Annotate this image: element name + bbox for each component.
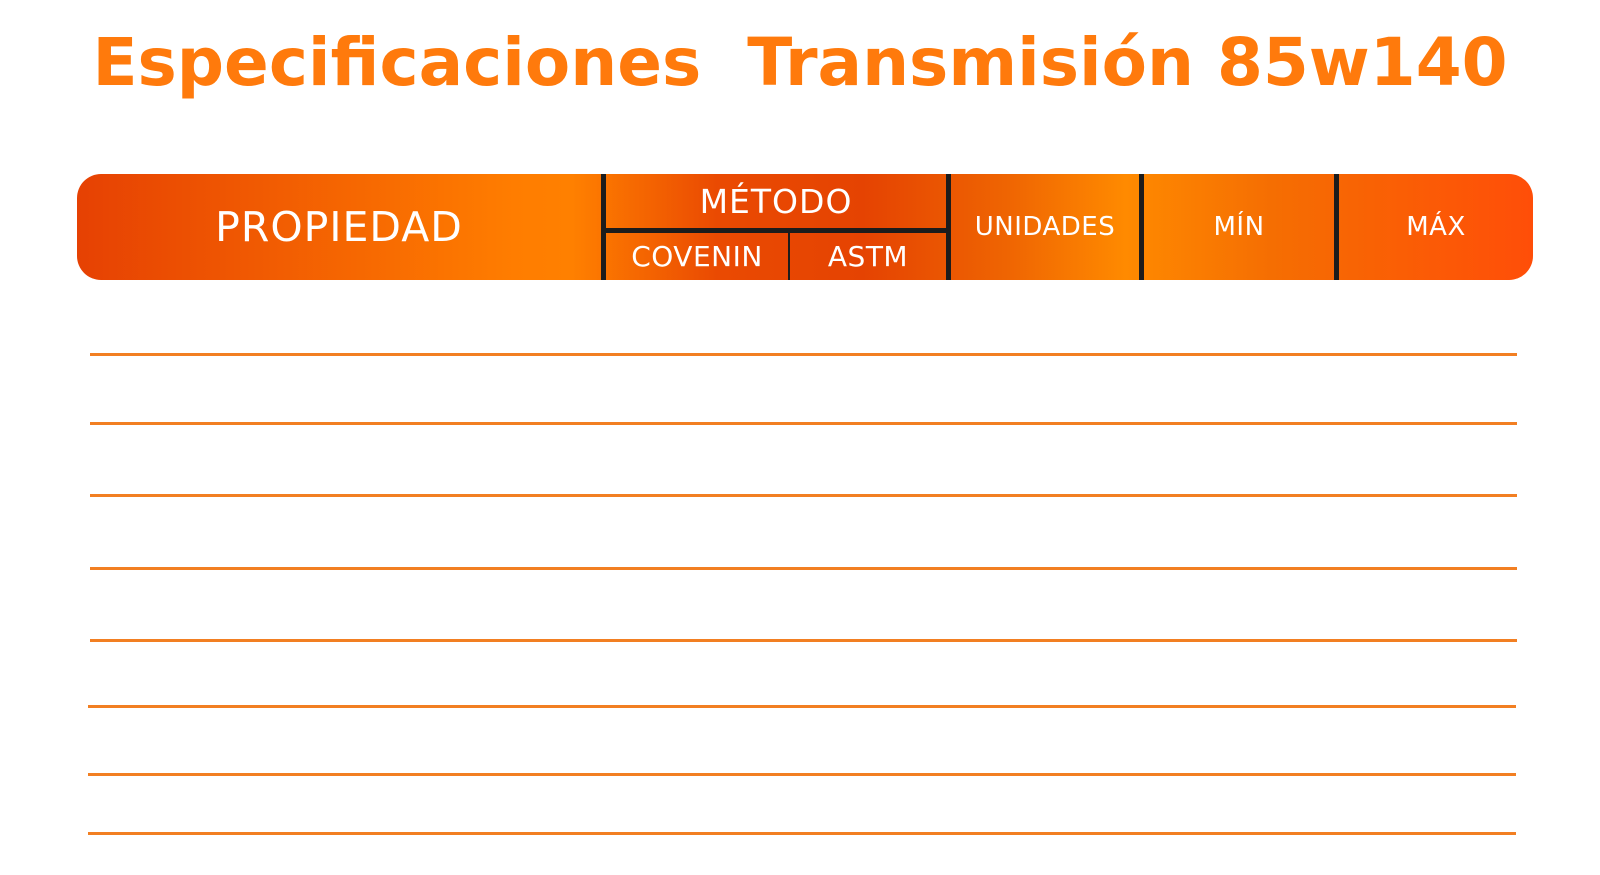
table-row <box>90 353 1517 356</box>
header-min: MÍN <box>1213 212 1265 242</box>
column-divider <box>601 174 606 280</box>
header-astm: ASTM <box>827 240 909 273</box>
column-divider <box>1139 174 1144 280</box>
table-header: PROPIEDAD MÉTODO COVENIN ASTM UNIDADES M… <box>77 174 1533 280</box>
header-metodo: MÉTODO <box>699 181 853 221</box>
header-covenin: COVENIN <box>631 240 763 273</box>
subcolumn-divider <box>788 233 790 280</box>
table-row <box>90 494 1517 497</box>
header-unidades: UNIDADES <box>974 212 1116 242</box>
page-title: Especificaciones Transmisión 85w140 <box>92 24 1508 101</box>
table-row <box>88 773 1516 776</box>
table-row <box>88 832 1516 835</box>
column-divider <box>1334 174 1339 280</box>
table-row <box>88 705 1516 708</box>
table-row <box>90 567 1517 570</box>
header-max: MÁX <box>1406 212 1466 242</box>
column-divider <box>946 174 951 280</box>
header-propiedad: PROPIEDAD <box>215 203 463 251</box>
metodo-divider <box>606 228 946 233</box>
table-row <box>90 639 1517 642</box>
table-row <box>90 422 1517 425</box>
